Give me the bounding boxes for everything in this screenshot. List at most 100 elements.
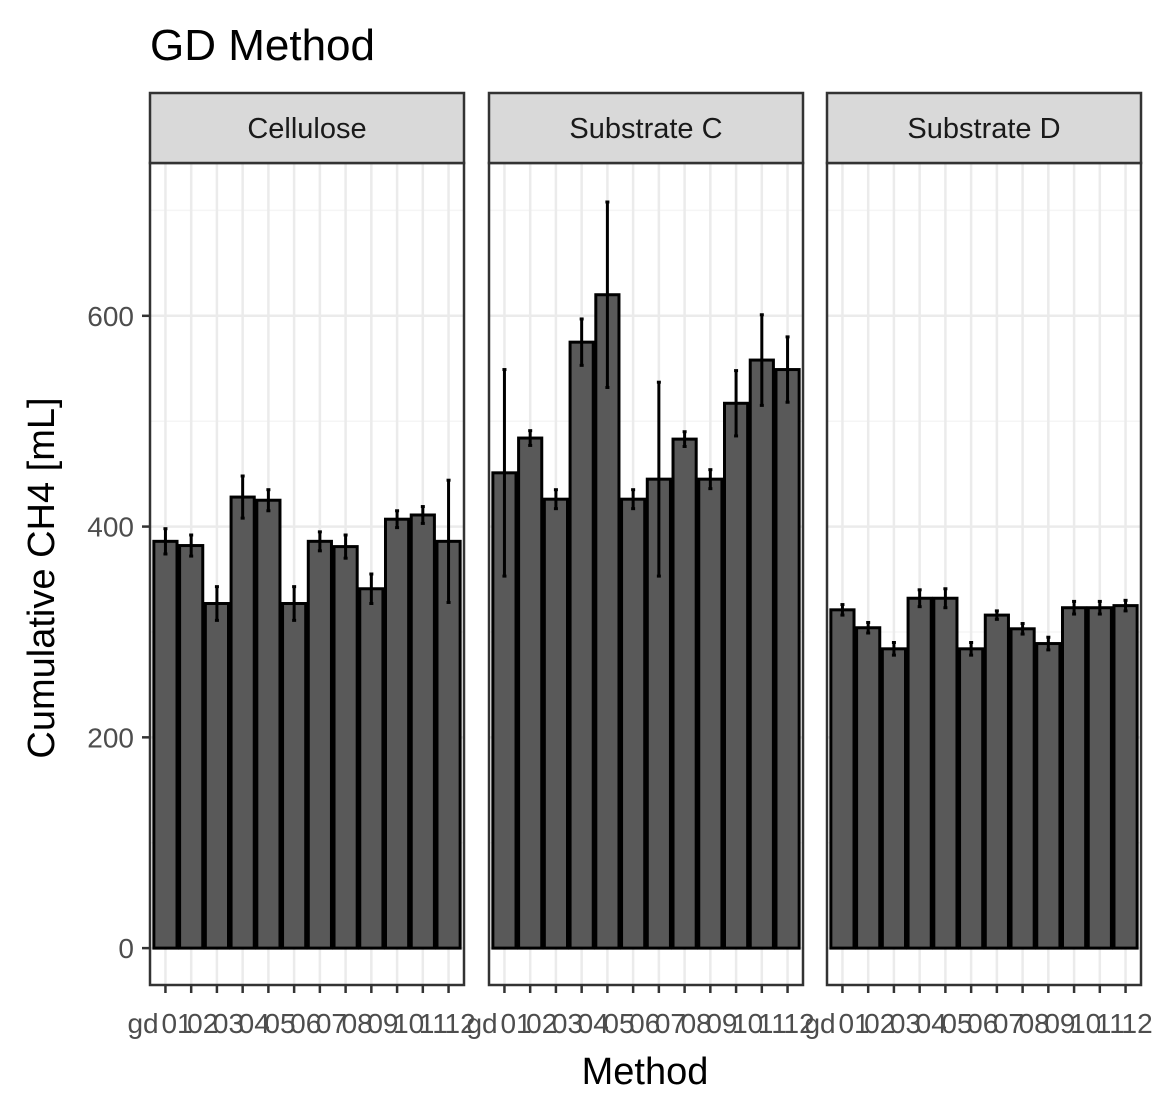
x-tick-label: 04 [239, 1008, 270, 1039]
x-tick-label: 08 [681, 1008, 712, 1039]
x-tick-label: 07 [316, 1008, 347, 1039]
bar-gd06 [958, 647, 985, 950]
x-tick-label: 11 [758, 1008, 787, 1039]
error-bar-gd03 [214, 585, 219, 622]
bar-gd10 [384, 517, 411, 950]
bar-gd10 [723, 401, 750, 950]
error-bar-gd09 [708, 468, 713, 491]
x-tick-label: 09 [706, 1008, 737, 1039]
x-tick-label: 05 [941, 1008, 972, 1039]
x-tick-labels: gd 010203040506070809101112 [466, 1008, 814, 1039]
x-tick-label: 01 [500, 1008, 531, 1039]
error-bar-gd09 [1046, 635, 1051, 652]
x-tick-label: 02 [864, 1008, 895, 1039]
bar-gd08 [1009, 627, 1036, 950]
x-tick-label: 03 [552, 1008, 583, 1039]
bar-gd10 [1061, 606, 1088, 950]
chart-title: GD Method [150, 21, 375, 70]
bar-gd07 [306, 539, 333, 950]
x-tick-label: 10 [732, 1008, 763, 1039]
x-tick-label: 02 [187, 1008, 218, 1039]
error-bar-gd02 [528, 429, 533, 447]
x-tick-label: 07 [655, 1008, 686, 1039]
x-tick-label: 11 [1096, 1008, 1125, 1039]
bar-gd12 [774, 368, 801, 950]
bar-gd09 [358, 587, 385, 950]
error-bar-gd10 [734, 369, 739, 438]
x-tick-label: 10 [393, 1008, 424, 1039]
x-tick-label: 06 [629, 1008, 660, 1039]
error-bar-gd02 [189, 533, 194, 558]
facet-strip [148, 91, 466, 165]
error-bar-gd05 [266, 488, 271, 513]
bar-gd12 [1112, 604, 1139, 950]
x-tick-label: 12 [1122, 1008, 1153, 1039]
bar-gd09 [697, 477, 724, 950]
x-tick-label: 08 [1019, 1008, 1050, 1039]
x-tick-label: 08 [342, 1008, 373, 1039]
y-axis-title: Cumulative CH4 [mL] [21, 397, 63, 758]
bar-gd05 [594, 293, 621, 950]
bar-gd03 [542, 497, 569, 950]
x-tick-label: 06 [967, 1008, 998, 1039]
x-tick-labels: gd 010203040506070809101112 [804, 1008, 1152, 1039]
error-bar-gd10 [395, 509, 400, 530]
error-bar-gd02 [866, 620, 871, 635]
panel-cellulose: Cellulose gd 010203040506070809101112 [127, 91, 476, 1039]
x-tick-label: 10 [1070, 1008, 1101, 1039]
error-bar-gd04 [917, 588, 922, 609]
bar-gd03 [203, 602, 230, 950]
error-bar-gd06 [969, 641, 974, 657]
bar-gd11 [748, 358, 775, 950]
error-bar-gd03 [891, 641, 896, 657]
error-bar-gd07 [994, 609, 999, 621]
error-bar-gd07 [317, 530, 322, 553]
bar-gd02 [178, 544, 205, 950]
error-bar-gd12 [785, 335, 790, 404]
error-bar-gd06 [292, 585, 297, 622]
error-bar-gd01 [502, 368, 507, 578]
y-tick-label: 600 [87, 301, 134, 332]
error-bar-gd10 [1072, 599, 1077, 616]
x-tick-label: gd [127, 1008, 158, 1039]
x-tick-labels: gd 010203040506070809101112 [127, 1008, 475, 1039]
bar-gd04 [906, 596, 933, 950]
x-tick-label: 03 [890, 1008, 921, 1039]
bar-gd01 [152, 539, 179, 950]
panel-substrate-c: Substrate C gd 010203040506070809101112 [466, 91, 815, 1039]
error-bar-gd11 [420, 505, 425, 525]
x-tick-label: 03 [213, 1008, 244, 1039]
x-axis-title: Method [582, 1051, 709, 1093]
x-tick-label: 05 [603, 1008, 634, 1039]
x-tick-label: gd [804, 1008, 835, 1039]
error-bar-gd08 [1020, 622, 1025, 636]
x-tick-label: 02 [526, 1008, 557, 1039]
bar-gd11 [1086, 606, 1113, 950]
x-tick-label: 12 [445, 1008, 476, 1039]
bar-gd08 [332, 545, 359, 950]
y-tick-label: 200 [87, 722, 134, 753]
error-bar-gd11 [759, 313, 764, 407]
panel-substrate-d: Substrate D gd 010203040506070809101112 [804, 91, 1153, 1039]
bar-gd03 [880, 647, 907, 950]
error-bar-gd05 [605, 200, 610, 389]
error-bar-gd11 [1097, 599, 1102, 616]
x-tick-label: 04 [916, 1008, 947, 1039]
bar-gd08 [671, 437, 698, 950]
x-tick-label: 11 [419, 1008, 448, 1039]
error-bar-gd09 [369, 572, 374, 606]
bar-gd06 [281, 602, 308, 950]
bar-gd04 [229, 495, 256, 950]
bar-gd11 [409, 513, 436, 950]
error-bar-gd03 [553, 488, 558, 511]
facet-strip-label: Cellulose [247, 113, 366, 145]
bar-gd01 [829, 608, 856, 950]
x-tick-label: 01 [161, 1008, 192, 1039]
facet-strip-label: Substrate D [907, 113, 1060, 145]
x-tick-label: 06 [290, 1008, 321, 1039]
bar-gd07 [983, 613, 1010, 950]
error-bar-gd01 [840, 603, 845, 617]
bar-gd06 [620, 497, 647, 950]
error-bar-gd05 [943, 587, 948, 610]
